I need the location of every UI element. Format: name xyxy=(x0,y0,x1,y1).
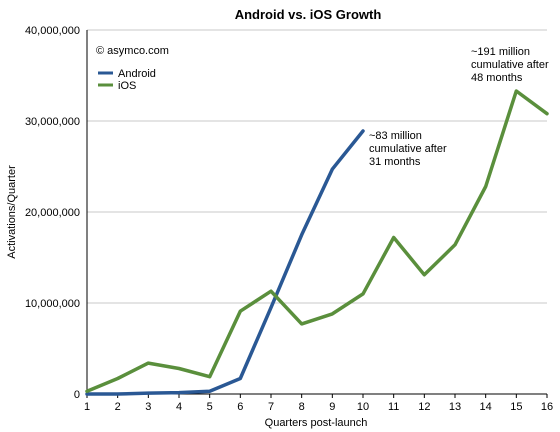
x-tick-label: 1 xyxy=(84,401,90,413)
x-axis-label: Quarters post-launch xyxy=(265,417,368,429)
annotation: © asymco.com xyxy=(96,45,169,57)
y-tick-label: 10,000,000 xyxy=(25,298,80,310)
legend-label-ios: iOS xyxy=(118,80,136,92)
x-tick-label: 3 xyxy=(145,401,151,413)
x-tick-label: 15 xyxy=(510,401,522,413)
annotation: ~83 million cumulative after 31 months xyxy=(369,130,447,168)
x-tick-label: 13 xyxy=(449,401,461,413)
chart-title: Android vs. iOS Growth xyxy=(235,7,382,22)
tick-labels: 0 10,000,000 20,000,000 30,000,000 40,000,00… xyxy=(25,25,553,413)
x-tick-label: 2 xyxy=(115,401,121,413)
x-tick-label: 11 xyxy=(388,401,399,413)
legend-label-android: Android xyxy=(118,68,156,80)
y-tick-label: 20,000,000 xyxy=(25,207,80,219)
annotations: © asymco.com ~83 million cumulative after 3… xyxy=(96,45,549,168)
series-line-ios xyxy=(85,89,549,394)
series-line-android xyxy=(85,129,365,396)
x-tick-label: 16 xyxy=(541,401,553,413)
y-tick-label: 40,000,000 xyxy=(25,25,80,37)
x-tick-label: 10 xyxy=(357,401,369,413)
series-lines xyxy=(85,89,549,396)
y-tick-label: 30,000,000 xyxy=(25,116,80,128)
x-tick-label: 12 xyxy=(418,401,430,413)
axes xyxy=(86,30,548,398)
x-tick-label: 4 xyxy=(176,401,182,413)
x-tick-label: 8 xyxy=(299,401,305,413)
annotation: ~191 million cumulative after 48 months xyxy=(471,46,549,84)
x-tick-label: 6 xyxy=(237,401,243,413)
x-tick-label: 14 xyxy=(480,401,492,413)
x-tick-label: 7 xyxy=(268,401,274,413)
y-axis-label: Activations/Quarter xyxy=(6,165,18,259)
x-tick-label: 9 xyxy=(329,401,335,413)
y-tick-label: 0 xyxy=(74,389,80,401)
x-tick-label: 5 xyxy=(207,401,213,413)
